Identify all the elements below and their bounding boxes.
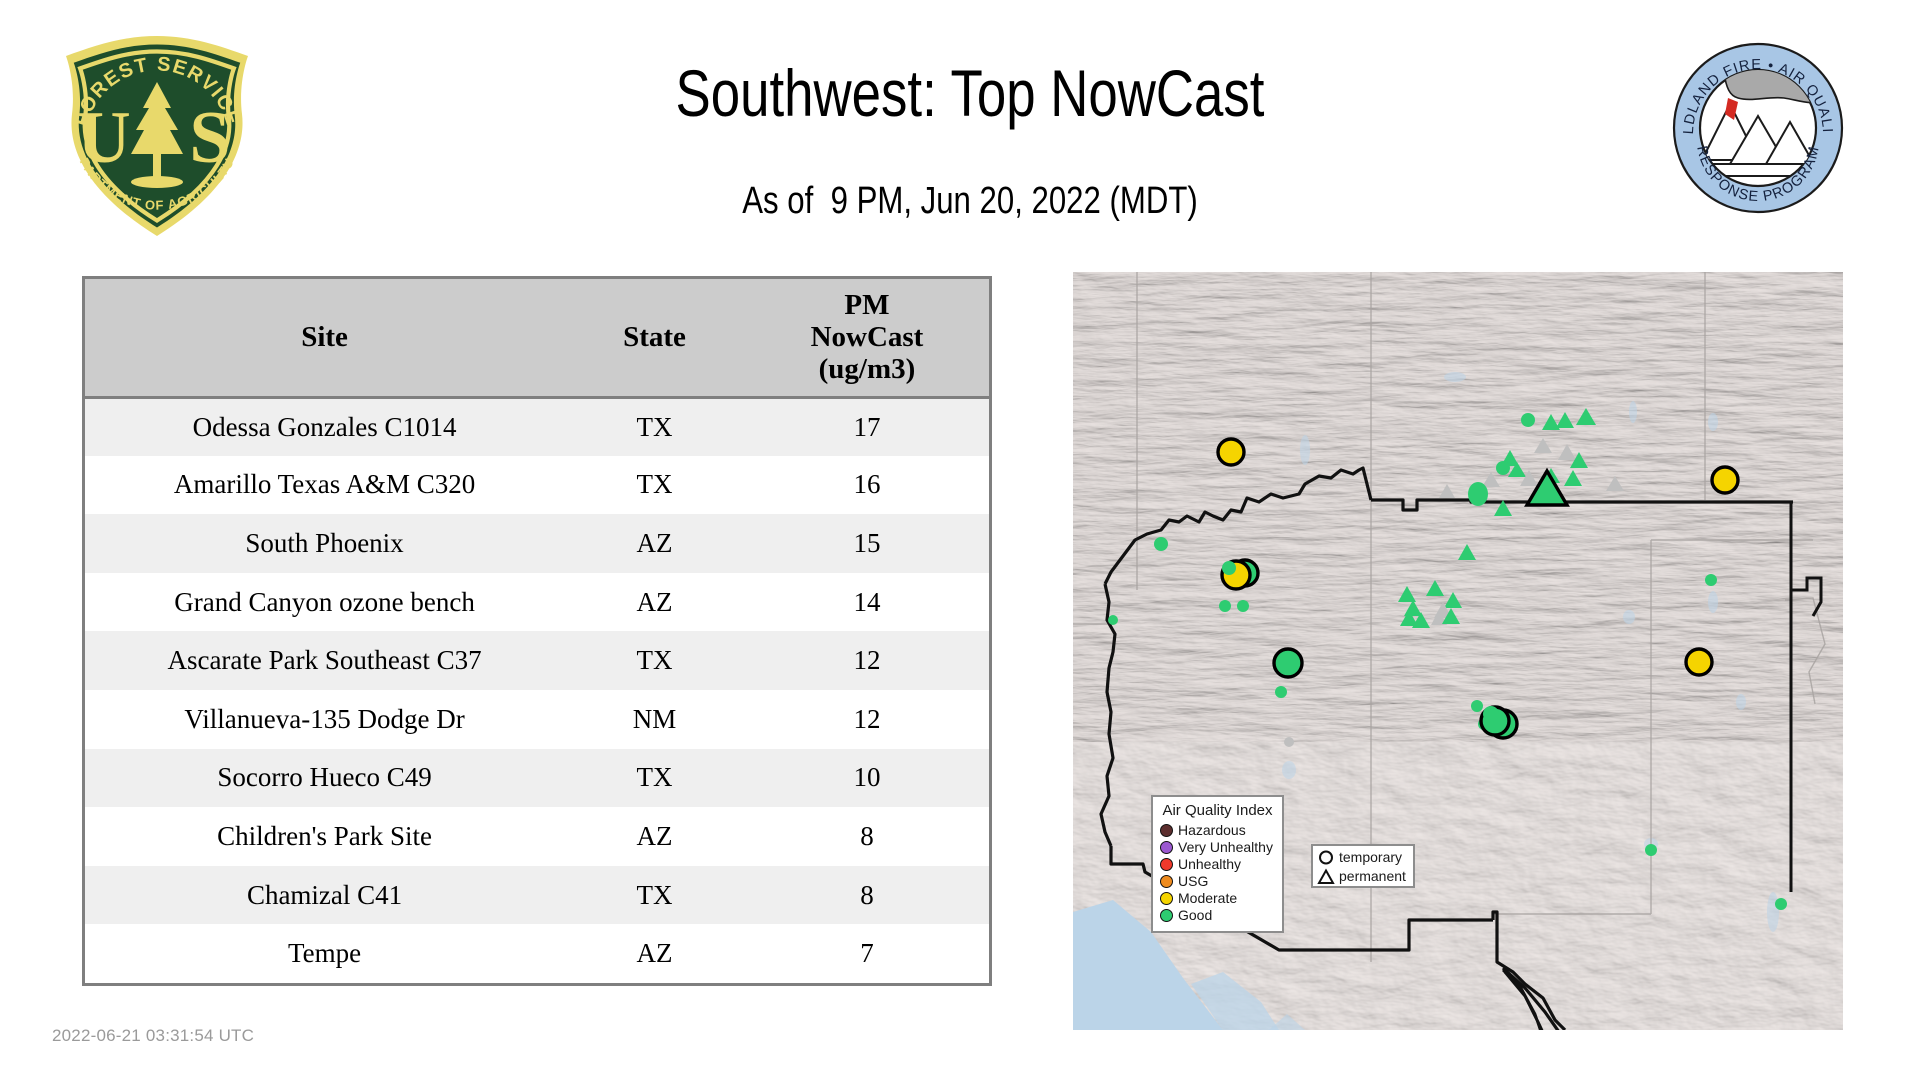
- cell-site: Amarillo Texas A&M C320: [85, 455, 565, 515]
- cell-state: TX: [564, 748, 745, 808]
- usfs-shield-logo: FOREST SERVICE DEPARTMENT OF AGRICULTURE…: [47, 18, 262, 242]
- column-header-state: State: [564, 279, 745, 399]
- cell-value: 8: [744, 807, 989, 866]
- column-header-pm-line3: (ug/m3): [818, 353, 916, 386]
- page-subtitle: As of 9 PM, Jun 20, 2022 (MDT): [742, 180, 1198, 222]
- page-title: Southwest: Top NowCast: [675, 56, 1265, 130]
- southwest-monitor-map[interactable]: [1073, 272, 1843, 1030]
- cell-site: Chamizal C41: [85, 865, 565, 925]
- legend-item-hazardous: Hazardous: [1160, 822, 1275, 839]
- cell-state: AZ: [564, 807, 745, 866]
- cell-site: Tempe: [85, 924, 565, 983]
- cell-site: Grand Canyon ozone bench: [85, 572, 565, 632]
- table-row: Ascarate Park Southeast C37 TX 12: [85, 631, 989, 690]
- air-quality-index-legend: Air Quality Index Hazardous Very Unhealt…: [1151, 795, 1284, 933]
- column-header-pm-nowcast: PM NowCast (ug/m3): [744, 279, 989, 399]
- table-row: Odessa Gonzales C1014 TX 17: [85, 397, 989, 456]
- cell-state: AZ: [564, 924, 745, 983]
- legend-item-temporary: temporary: [1317, 848, 1409, 867]
- legend-label: temporary: [1339, 849, 1403, 865]
- column-header-site: Site: [85, 279, 565, 399]
- usg-swatch-icon: [1160, 875, 1173, 888]
- circle-marker-icon: [1317, 849, 1335, 866]
- cell-state: TX: [564, 865, 745, 925]
- hazardous-swatch-icon: [1160, 824, 1173, 837]
- cell-site: Ascarate Park Southeast C37: [85, 631, 565, 690]
- moderate-swatch-icon: [1160, 892, 1173, 905]
- wfaqrp-logo: WILDLAND FIRE • AIR QUALITY RESPONSE PRO…: [1665, 30, 1844, 214]
- legend-label: Good: [1178, 907, 1213, 923]
- legend-label: Hazardous: [1178, 822, 1246, 838]
- table-row: Amarillo Texas A&M C320 TX 16: [85, 455, 989, 515]
- cell-site: Villanueva-135 Dodge Dr: [85, 689, 565, 749]
- footer-timestamp: 2022-06-21 03:31:54 UTC: [52, 1026, 255, 1045]
- legend-item-permanent: permanent: [1317, 867, 1409, 886]
- legend-label: permanent: [1339, 868, 1406, 884]
- svg-text:S: S: [189, 97, 230, 179]
- cell-state: TX: [564, 397, 745, 456]
- cell-value: 14: [744, 572, 989, 632]
- legend-item-unhealthy: Unhealthy: [1160, 856, 1275, 873]
- monitor-type-legend: temporary permanent: [1311, 844, 1415, 888]
- svg-text:U: U: [77, 97, 130, 179]
- cell-value: 7: [744, 924, 989, 983]
- table-header-row: Site State PM NowCast (ug/m3): [85, 279, 989, 399]
- cell-value: 12: [744, 631, 989, 690]
- legend-label: USG: [1178, 873, 1209, 889]
- good-swatch-icon: [1160, 909, 1173, 922]
- cell-site: Children's Park Site: [85, 807, 565, 866]
- cell-site: Odessa Gonzales C1014: [85, 397, 565, 456]
- column-header-pm-line2: NowCast: [810, 321, 924, 354]
- cell-value: 15: [744, 514, 989, 573]
- cell-state: AZ: [564, 514, 745, 573]
- column-header-pm-line1: PM: [844, 289, 890, 322]
- cell-site: Socorro Hueco C49: [85, 748, 565, 808]
- legend-item-good: Good: [1160, 907, 1275, 924]
- table-row: Chamizal C41 TX 8: [85, 865, 989, 925]
- cell-state: TX: [564, 455, 745, 515]
- legend-title: Air Quality Index: [1162, 802, 1273, 819]
- cell-value: 17: [744, 397, 989, 456]
- cell-value: 10: [744, 748, 989, 808]
- table-row: Villanueva-135 Dodge Dr NM 12: [85, 689, 989, 749]
- legend-label: Unhealthy: [1178, 856, 1242, 872]
- legend-label: Moderate: [1178, 890, 1238, 906]
- legend-item-moderate: Moderate: [1160, 890, 1275, 907]
- table-row: Children's Park Site AZ 8: [85, 807, 989, 866]
- very-unhealthy-swatch-icon: [1160, 841, 1173, 854]
- unhealthy-swatch-icon: [1160, 858, 1173, 871]
- cell-value: 16: [744, 455, 989, 515]
- legend-item-usg: USG: [1160, 873, 1275, 890]
- table-row: Socorro Hueco C49 TX 10: [85, 748, 989, 808]
- table-row: Tempe AZ 7: [85, 924, 989, 983]
- legend-label: Very Unhealthy: [1178, 839, 1273, 855]
- cell-value: 8: [744, 865, 989, 925]
- cell-state: NM: [564, 689, 745, 749]
- cell-value: 12: [744, 689, 989, 749]
- table-row: South Phoenix AZ 15: [85, 514, 989, 573]
- legend-item-very-unhealthy: Very Unhealthy: [1160, 839, 1275, 856]
- top-nowcast-table: Site State PM NowCast (ug/m3) Odessa Gon…: [82, 276, 992, 986]
- cell-site: South Phoenix: [85, 514, 565, 573]
- cell-state: AZ: [564, 572, 745, 632]
- map-canvas: [1073, 272, 1843, 1030]
- triangle-marker-icon: [1317, 868, 1335, 885]
- table-row: Grand Canyon ozone bench AZ 14: [85, 572, 989, 632]
- cell-state: TX: [564, 631, 745, 690]
